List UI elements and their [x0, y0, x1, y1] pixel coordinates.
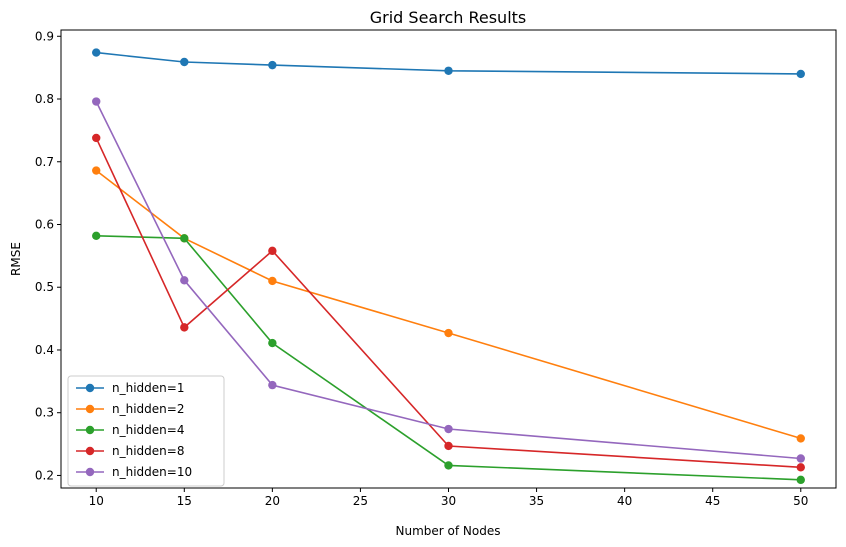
data-point — [92, 166, 101, 175]
y-tick-label: 0.6 — [35, 217, 54, 231]
x-tick-label: 20 — [265, 494, 280, 508]
data-point — [268, 380, 277, 390]
data-point — [796, 69, 805, 79]
x-tick-label: 35 — [529, 494, 544, 508]
y-tick-label: 0.3 — [35, 406, 54, 420]
legend-label: n_hidden=8 — [112, 444, 184, 458]
x-tick-label: 15 — [177, 494, 192, 508]
data-point — [796, 434, 805, 443]
data-point — [92, 231, 101, 240]
y-tick-label: 0.2 — [35, 468, 54, 482]
data-point — [796, 475, 805, 485]
data-point — [92, 133, 101, 143]
x-tick-label: 50 — [793, 494, 808, 508]
legend-marker — [85, 383, 95, 393]
data-point — [268, 246, 277, 256]
data-point — [180, 234, 189, 243]
data-point — [268, 276, 277, 286]
data-point — [796, 463, 805, 472]
y-axis-label: RMSE — [9, 242, 23, 276]
y-tick-label: 0.4 — [35, 343, 54, 357]
data-point — [444, 328, 453, 338]
data-point — [180, 57, 189, 67]
x-tick-label: 25 — [353, 494, 368, 508]
y-tick-label: 0.9 — [35, 29, 54, 43]
legend-label: n_hidden=4 — [112, 423, 184, 437]
x-tick-label: 45 — [705, 494, 720, 508]
legend-label: n_hidden=1 — [112, 381, 184, 395]
legend-marker — [85, 467, 95, 477]
data-point — [268, 338, 277, 348]
plot-area: 10 15 20 25 30 35 40 45 50 0.2 0.3 0.4 0.5 0.6 0.7 0.8 0… — [35, 29, 809, 508]
legend-label: n_hidden=2 — [112, 402, 184, 416]
legend: n_hidden=1 n_hidden=2 n_hidden=4 n_hidden=8… — [67, 375, 225, 487]
legend-marker — [85, 446, 95, 456]
legend-label: n_hidden=10 — [112, 465, 192, 479]
data-point — [180, 323, 189, 332]
data-point — [796, 454, 805, 463]
y-tick-label: 0.7 — [35, 155, 54, 169]
data-point — [444, 441, 453, 451]
data-point — [92, 48, 101, 57]
data-point — [444, 461, 453, 470]
x-tick-label: 30 — [441, 494, 456, 508]
y-tick-label: 0.5 — [35, 280, 54, 294]
plot-frame — [60, 29, 837, 489]
x-tick-label: 10 — [89, 494, 104, 508]
legend-box — [67, 375, 225, 487]
data-point — [180, 276, 189, 285]
x-axis-label: Number of Nodes — [396, 524, 501, 538]
legend-marker — [85, 425, 95, 435]
data-point — [268, 60, 277, 70]
legend-marker — [85, 404, 95, 414]
data-point — [92, 97, 101, 106]
chart-title: Grid Search Results — [370, 8, 527, 27]
x-tick-label: 40 — [617, 494, 632, 508]
y-tick-label: 0.8 — [35, 92, 54, 106]
data-point — [444, 66, 453, 75]
data-point — [444, 424, 453, 434]
